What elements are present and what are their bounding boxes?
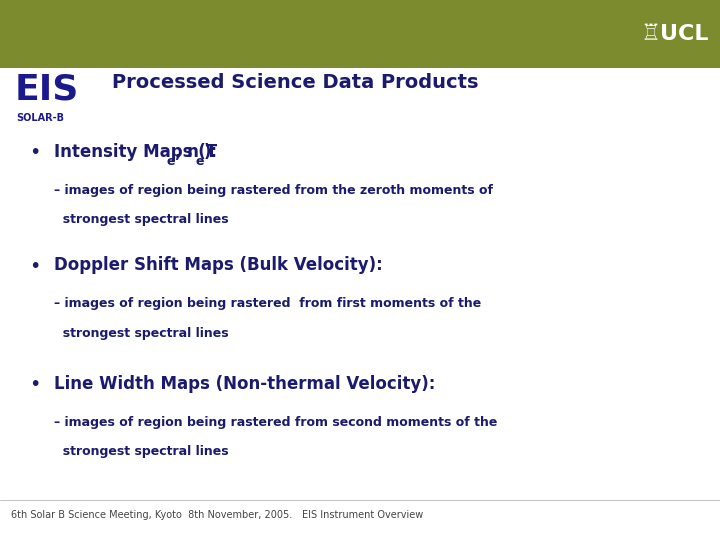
Text: •: • xyxy=(29,375,40,394)
Text: strongest spectral lines: strongest spectral lines xyxy=(54,213,229,226)
Text: ♖UCL: ♖UCL xyxy=(641,24,709,44)
Text: SOLAR-B: SOLAR-B xyxy=(16,113,64,124)
Text: 6th Solar B Science Meeting, Kyoto  8th November, 2005.: 6th Solar B Science Meeting, Kyoto 8th N… xyxy=(11,510,292,521)
Text: e: e xyxy=(195,155,204,168)
Text: ):: ): xyxy=(204,143,218,161)
Text: Line Width Maps (Non-thermal Velocity):: Line Width Maps (Non-thermal Velocity): xyxy=(54,375,436,393)
Text: – images of region being rastered from second moments of the: – images of region being rastered from s… xyxy=(54,416,498,429)
Text: Doppler Shift Maps (Bulk Velocity):: Doppler Shift Maps (Bulk Velocity): xyxy=(54,256,383,274)
Text: strongest spectral lines: strongest spectral lines xyxy=(54,327,229,340)
Text: – images of region being rastered  from first moments of the: – images of region being rastered from f… xyxy=(54,297,481,310)
Text: Processed Science Data Products: Processed Science Data Products xyxy=(112,73,478,92)
Text: •: • xyxy=(29,256,40,275)
Text: •: • xyxy=(29,143,40,162)
Text: EIS Instrument Overview: EIS Instrument Overview xyxy=(302,510,423,521)
Text: – images of region being rastered from the zeroth moments of: – images of region being rastered from t… xyxy=(54,184,493,197)
Text: e: e xyxy=(166,155,175,168)
Bar xyxy=(0,0,720,68)
Text: EIS: EIS xyxy=(14,73,78,107)
Text: , n: , n xyxy=(176,143,199,161)
Text: Intensity Maps (T: Intensity Maps (T xyxy=(54,143,217,161)
Text: strongest spectral lines: strongest spectral lines xyxy=(54,446,229,458)
